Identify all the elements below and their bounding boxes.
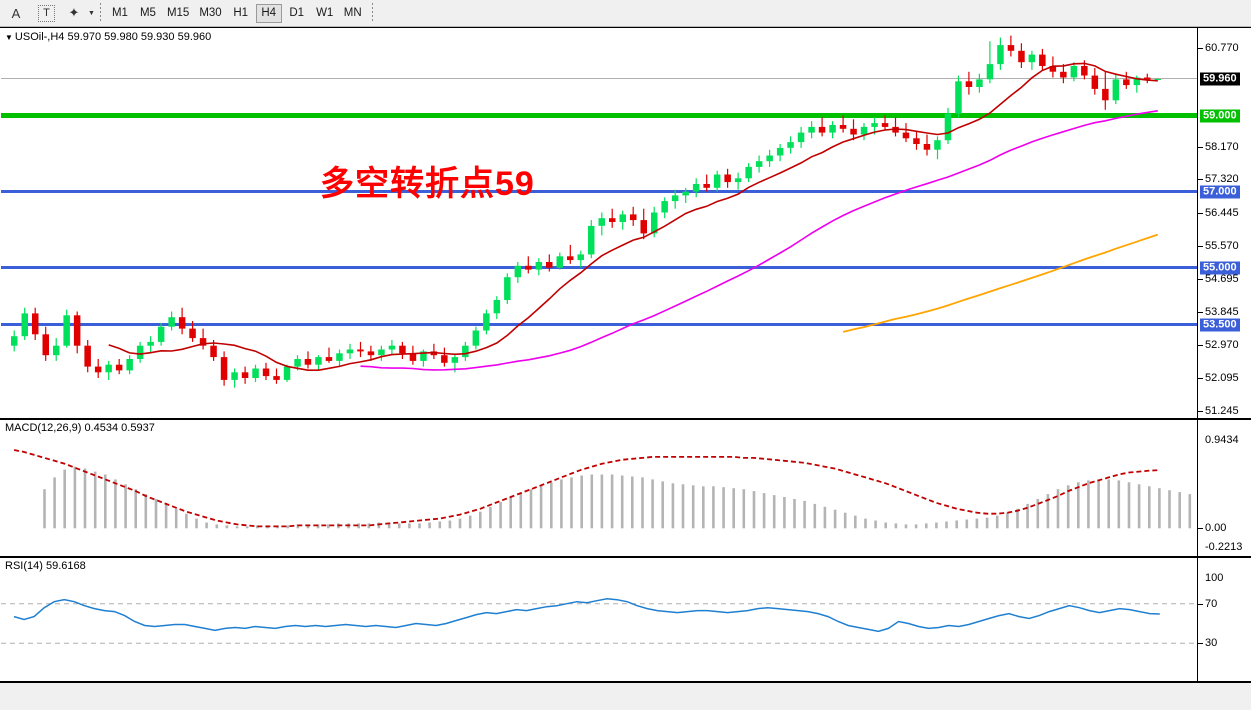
rsi-line: [13, 598, 1160, 633]
price-axis-label: 54.695: [1205, 273, 1239, 286]
price-level-line[interactable]: [1, 78, 1197, 80]
macd-axis-label: -0.2213: [1205, 541, 1243, 553]
price-axis-label: 52.095: [1205, 372, 1239, 385]
symbol-ohlc-text: USOil-,H4 59.970 59.980 59.930 59.960: [14, 31, 212, 43]
price-axis-label: 56.445: [1205, 206, 1239, 219]
timeframe-h4[interactable]: H4: [255, 3, 282, 23]
rsi-series: [1, 598, 1197, 644]
timeframe-m30[interactable]: M30: [199, 7, 222, 19]
price-axis-tick: [1198, 212, 1203, 214]
price-axis-tick: [1198, 410, 1203, 412]
shapes-tool-icon[interactable]: ✦: [68, 5, 80, 20]
price-axis-tick: [1198, 246, 1203, 248]
macd-label: MACD(12,26,9) 0.4534 0.5937: [5, 422, 158, 434]
price-axis-tick: [1198, 378, 1203, 380]
macd-panel[interactable]: MACD(12,26,9) 0.4534 0.5937 0.9434 0.00 -0…: [0, 419, 1251, 557]
price-marker-label[interactable]: 59.960: [1200, 72, 1240, 86]
price-level-line[interactable]: [1, 266, 1197, 270]
timeframe-m5[interactable]: M5: [139, 7, 156, 19]
rsi-plot-area[interactable]: [1, 558, 1197, 681]
macd-axis: 0.9434 0.00 -0.2213: [1197, 420, 1251, 556]
rsi-axis: 100 70 30: [1197, 558, 1251, 681]
price-axis-label: 58.170: [1205, 141, 1239, 154]
rsi-axis-tick: [1198, 603, 1203, 605]
chart-annotation-text: 多空转折点59: [320, 165, 535, 203]
price-axis[interactable]: 60.770 58.170 57.320 56.445 55.570 54.695 53.8…: [1197, 28, 1251, 418]
price-axis-label: 52.970: [1205, 338, 1239, 351]
status-bar: [0, 683, 1251, 710]
symbol-label: ▼ USOil-,H4 59.970 59.980 59.930 59.960: [5, 31, 215, 43]
macd-axis-label: 0.9434: [1205, 434, 1239, 446]
price-axis-tick: [1198, 179, 1203, 181]
price-marker-label[interactable]: 55.000: [1200, 261, 1240, 275]
macd-axis-tick: [1198, 528, 1203, 530]
rsi-label: RSI(14) 59.6168: [5, 560, 89, 572]
price-axis-label: 55.570: [1205, 240, 1239, 253]
price-plot-area[interactable]: [1, 28, 1197, 418]
ma-slow-line: [842, 233, 1159, 333]
rsi-axis-tick: [1198, 643, 1203, 645]
price-axis-tick: [1198, 147, 1203, 149]
price-axis-label: 53.845: [1205, 305, 1239, 318]
price-axis-label: 60.770: [1205, 42, 1239, 55]
toolbar-separator-right: [371, 3, 373, 23]
rsi-axis-label: 30: [1205, 637, 1218, 650]
price-level-line[interactable]: [1, 323, 1197, 327]
price-axis-label: 57.320: [1205, 173, 1239, 186]
toolbar: A T ✦ ▼ M1 M5 M15 M30 H1 H4 D1 W1 MN: [0, 0, 1251, 27]
price-axis-tick: [1198, 48, 1203, 50]
timeframe-m1[interactable]: M1: [111, 7, 128, 19]
price-axis-tick: [1198, 344, 1203, 346]
macd-plot-area[interactable]: [1, 420, 1197, 556]
text-label-tool-container[interactable]: T: [32, 2, 58, 25]
ma-mid-line: [360, 110, 1158, 371]
price-level-line[interactable]: [1, 190, 1197, 194]
text-tool-icon[interactable]: A: [11, 5, 21, 21]
candlestick-series: [11, 35, 1161, 388]
rsi-panel[interactable]: RSI(14) 59.6168 100 70 30: [0, 557, 1251, 682]
timeframe-w1[interactable]: W1: [316, 7, 334, 19]
toolbar-separator: [99, 3, 101, 23]
price-marker-label[interactable]: 53.500: [1200, 318, 1240, 332]
shapes-dropdown-caret-icon[interactable]: ▼: [88, 9, 95, 17]
text-label-tool-icon: T: [38, 4, 55, 22]
timeframe-mn[interactable]: MN: [343, 7, 362, 19]
rsi-axis-label: 70: [1205, 597, 1218, 610]
timeframe-h1[interactable]: H1: [233, 7, 249, 19]
price-axis-tick: [1198, 311, 1203, 313]
macd-series: [13, 449, 1192, 529]
timeframe-d1[interactable]: D1: [289, 7, 305, 19]
timeframe-m15[interactable]: M15: [166, 7, 190, 19]
price-level-line[interactable]: [1, 113, 1197, 118]
price-axis-label: 51.245: [1205, 404, 1239, 417]
price-marker-label[interactable]: 57.000: [1200, 185, 1240, 199]
ma-fast-line: [108, 62, 1158, 371]
macd-axis-label: 0.00: [1205, 522, 1227, 535]
price-marker-label[interactable]: 59.000: [1200, 109, 1240, 122]
rsi-axis-label: 100: [1205, 572, 1224, 584]
chart-container[interactable]: ▼ USOil-,H4 59.970 59.980 59.930 59.960 多…: [0, 27, 1251, 710]
macd-signal-line: [13, 449, 1160, 528]
price-panel[interactable]: ▼ USOil-,H4 59.970 59.980 59.930 59.960 多…: [0, 27, 1251, 419]
symbol-collapse-caret-icon[interactable]: ▼: [5, 33, 13, 42]
price-axis-tick: [1198, 279, 1203, 281]
